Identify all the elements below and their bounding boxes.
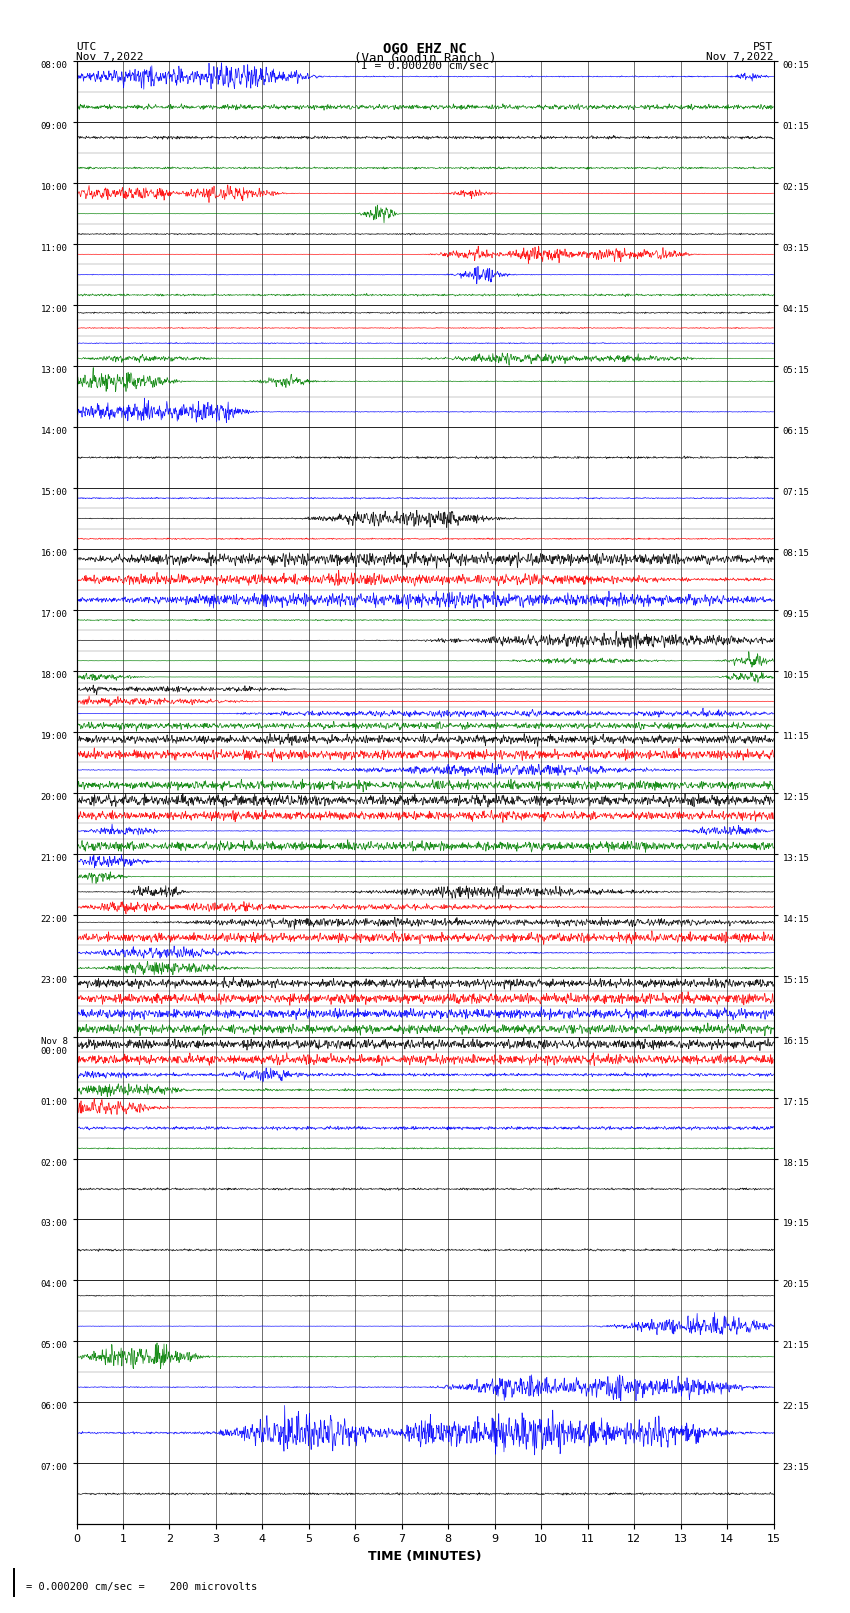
- Text: = 0.000200 cm/sec =    200 microvolts: = 0.000200 cm/sec = 200 microvolts: [26, 1582, 257, 1592]
- Text: Nov 7,2022: Nov 7,2022: [706, 52, 774, 61]
- Text: PST: PST: [753, 42, 774, 52]
- X-axis label: TIME (MINUTES): TIME (MINUTES): [368, 1550, 482, 1563]
- Text: Nov 7,2022: Nov 7,2022: [76, 52, 144, 61]
- Text: (Van Goodin Ranch ): (Van Goodin Ranch ): [354, 52, 496, 65]
- Text: I = 0.000200 cm/sec: I = 0.000200 cm/sec: [361, 61, 489, 71]
- Text: OGO EHZ NC: OGO EHZ NC: [383, 42, 467, 56]
- Text: UTC: UTC: [76, 42, 97, 52]
